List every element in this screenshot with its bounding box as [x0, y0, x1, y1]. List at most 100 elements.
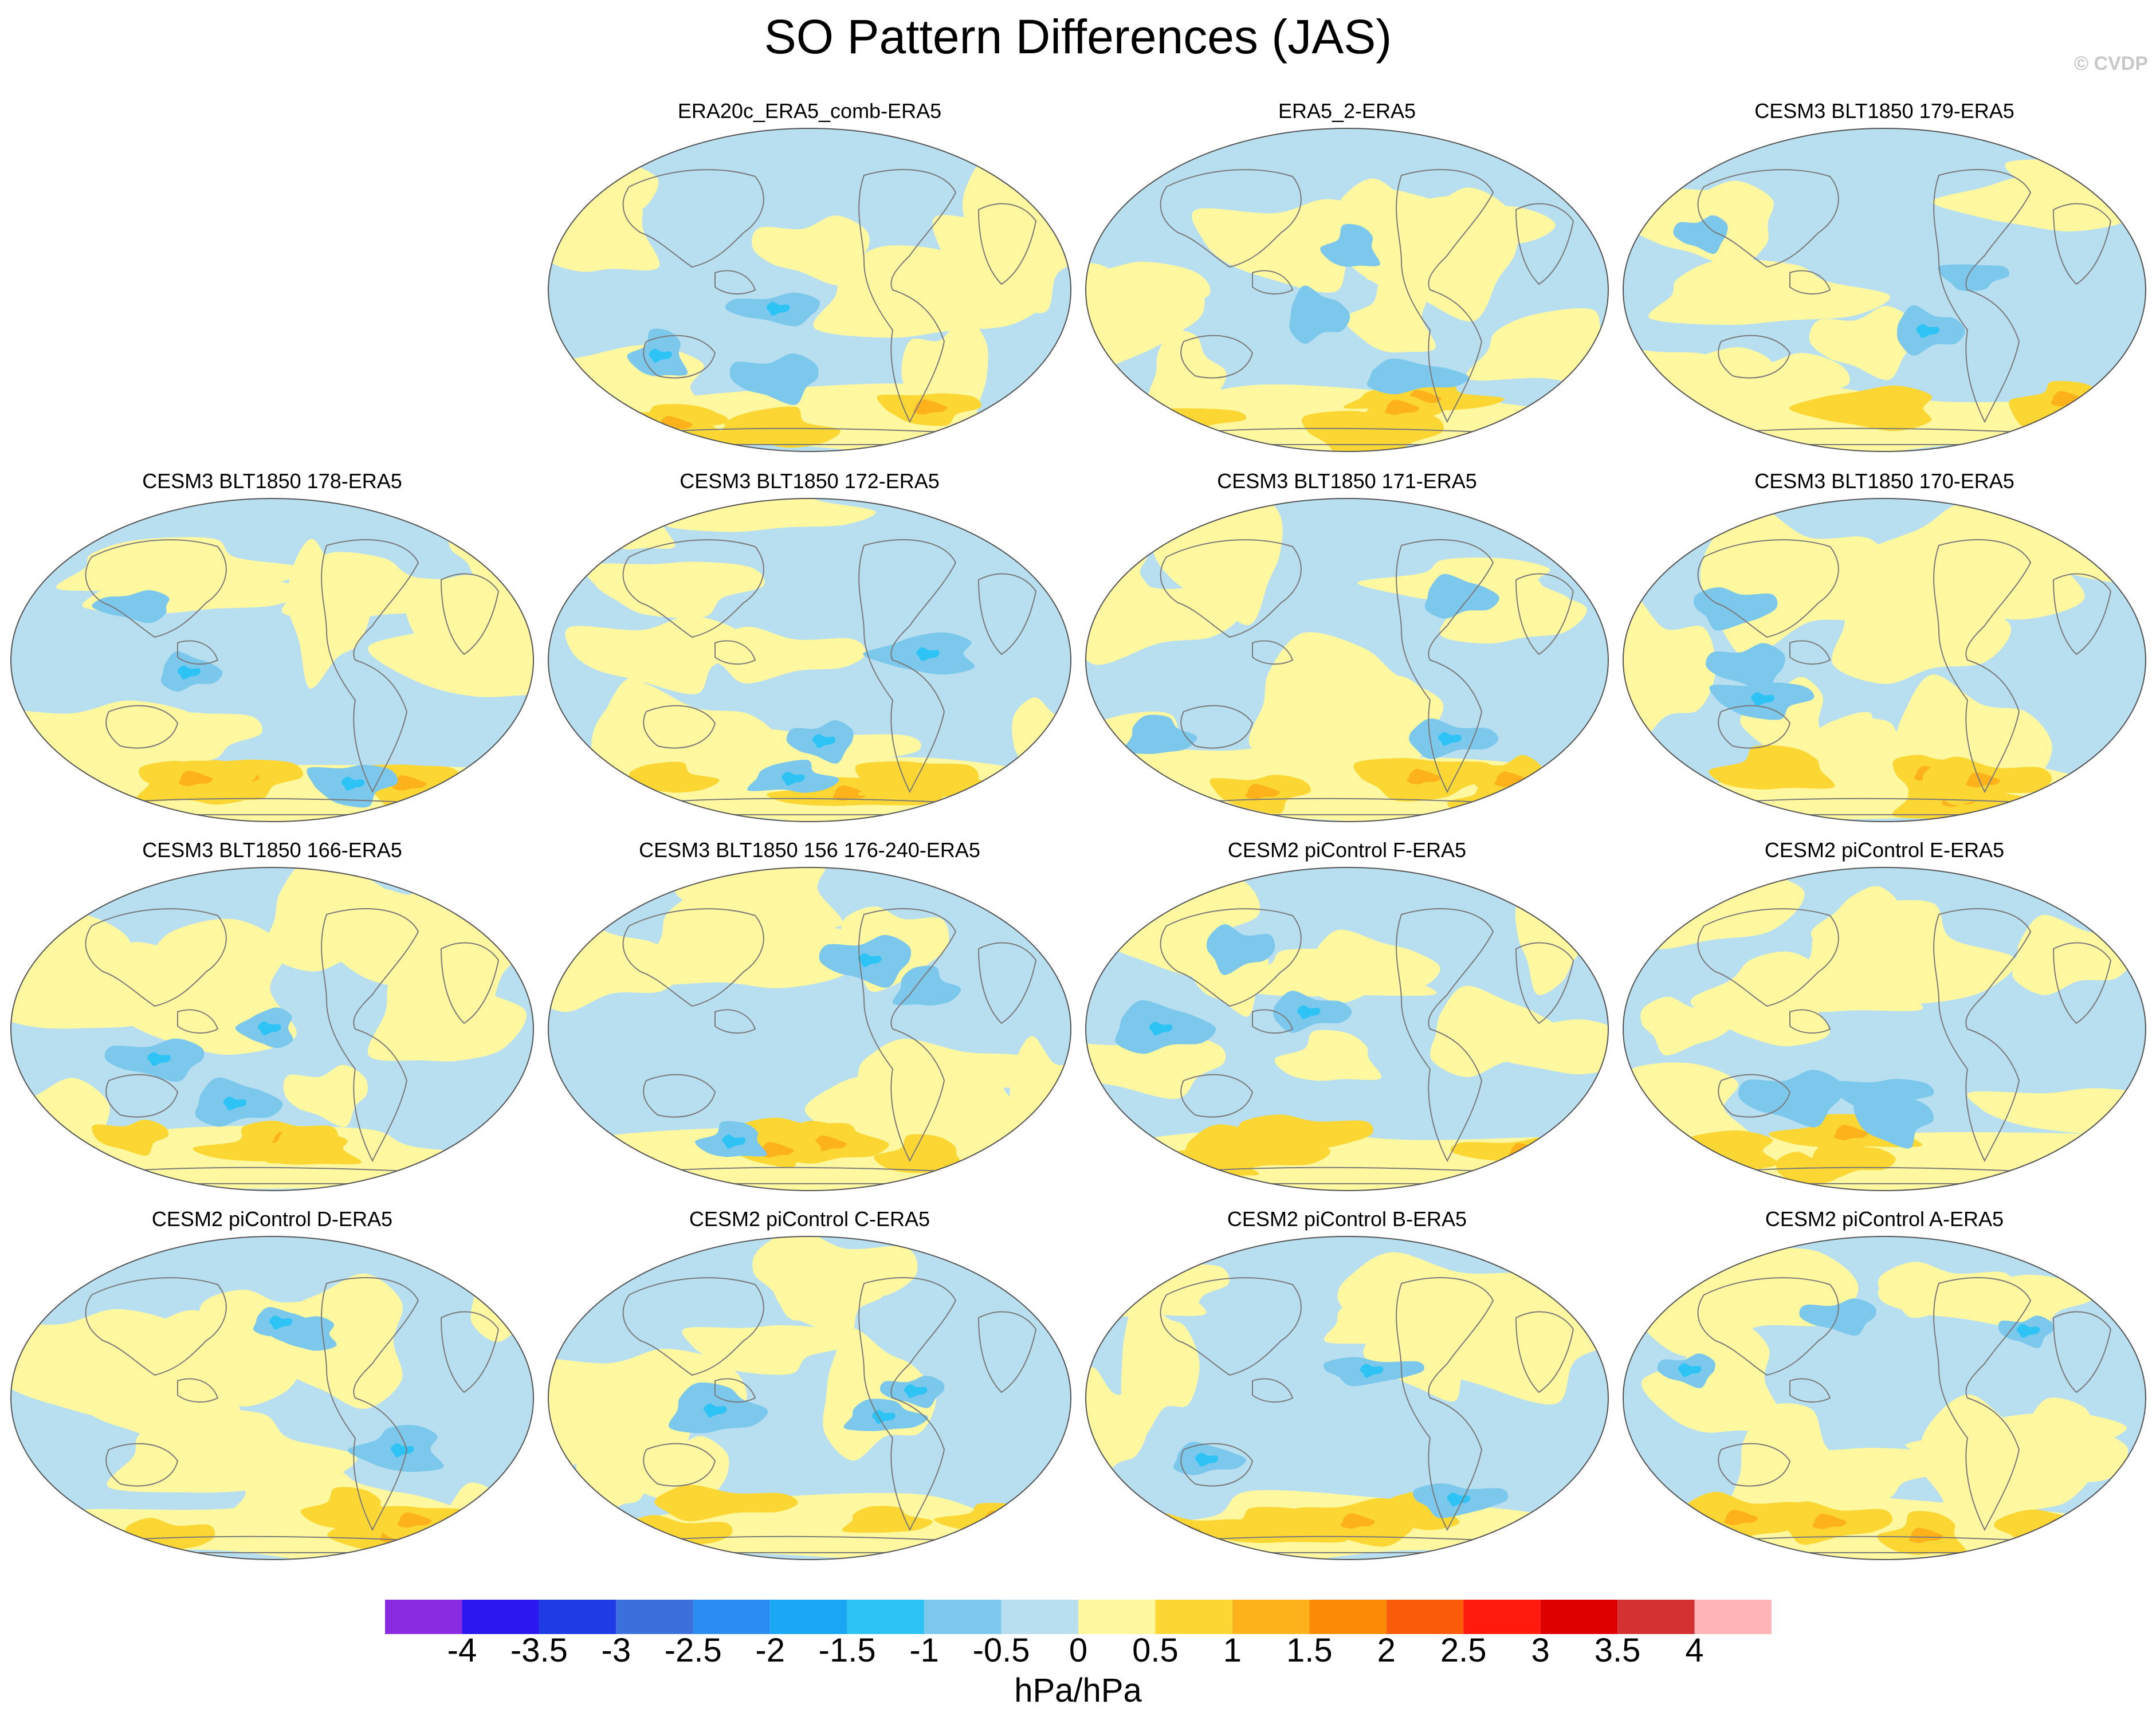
positive-anomaly-region: [1782, 900, 2017, 1004]
negative-anomaly-peak: [177, 665, 201, 680]
negative-anomaly-peak: [223, 1096, 247, 1111]
coastline: [105, 705, 179, 749]
positive-anomaly-core: [874, 1134, 968, 1173]
map-panel-title: CESM3 BLT1850 179-ERA5: [1754, 99, 2014, 123]
colorbar-tick-label: -3: [601, 1632, 631, 1669]
colorbar-swatch: [616, 1600, 693, 1634]
contour-field: [11, 1236, 533, 1560]
colorbar-tick-label: 0: [1069, 1632, 1088, 1669]
map-panel-title: ERA5_2-ERA5: [1278, 99, 1416, 123]
map-panel-title: ERA20c_ERA5_comb-ERA5: [677, 99, 942, 123]
negative-anomaly-core: [1366, 358, 1469, 395]
positive-anomaly-region: [1648, 259, 1890, 325]
negative-anomaly-peak: [872, 1409, 896, 1424]
positive-anomaly-region: [1330, 189, 1556, 260]
negative-anomaly-peak: [916, 647, 940, 662]
negative-anomaly-core: [1124, 714, 1197, 754]
coastline: [643, 335, 716, 379]
positive-anomaly-peak: [913, 399, 948, 415]
negative-anomaly-peak: [1916, 324, 1939, 338]
positive-anomaly-region: [1967, 1088, 2146, 1134]
map-border: [548, 1236, 1071, 1560]
negative-anomaly-peak: [781, 771, 805, 786]
colorbar-tick-label: 3.5: [1594, 1632, 1641, 1669]
negative-anomaly-peak: [1751, 692, 1774, 706]
map-border: [1623, 867, 2146, 1191]
world-map: [548, 867, 1071, 1191]
colorbar-swatch: [1463, 1600, 1541, 1634]
map-border: [1085, 867, 1609, 1191]
positive-anomaly-region: [23, 1342, 258, 1392]
positive-anomaly-core: [1639, 1130, 1779, 1171]
coastline: [2052, 573, 2112, 655]
colorbar-tick-label: -2: [755, 1632, 786, 1669]
coastline: [1396, 169, 1494, 423]
positive-anomaly-core: [1302, 411, 1444, 451]
negative-anomaly-peak: [1297, 1005, 1321, 1019]
world-map: [1623, 1236, 2146, 1560]
coastline: [643, 1074, 716, 1118]
negative-anomaly-peak: [341, 776, 365, 791]
coastline: [177, 640, 219, 665]
map-panel: CESM3 BLT1850 170-ERA5: [1618, 469, 2151, 835]
coastline: [1252, 640, 1294, 665]
figure-title: SO Pattern Differences (JAS): [764, 10, 1392, 64]
coastline: [977, 573, 1037, 655]
coastline: [2052, 1311, 2112, 1393]
positive-anomaly-peak: [832, 785, 867, 801]
negative-anomaly-core: [1424, 574, 1499, 619]
positive-anomaly-region: [565, 132, 659, 218]
positive-anomaly-region: [1641, 1316, 1786, 1433]
contour-field: [548, 867, 1071, 1191]
positive-anomaly-peak: [1245, 784, 1280, 799]
map-panel: CESM3 BLT1850 156 176-240-ERA5: [543, 838, 1076, 1204]
contour-field: [1623, 867, 2146, 1191]
coastline: [1697, 169, 1839, 268]
positive-anomaly-core: [708, 406, 841, 448]
negative-anomaly-core: [92, 590, 170, 623]
map-panel: CESM3 BLT1850 172-ERA5: [543, 469, 1076, 835]
colorbar-swatch: [1155, 1600, 1232, 1634]
colorbar-swatch: [1078, 1600, 1156, 1634]
coastline: [858, 908, 957, 1163]
map-border: [548, 128, 1071, 452]
contour-field: [1086, 498, 1608, 822]
contour-field: [1086, 128, 1608, 451]
contour-field: [11, 498, 533, 822]
contour-field: [1086, 1236, 1608, 1560]
colorbar-swatch: [924, 1600, 1002, 1634]
positive-anomaly-region: [565, 615, 748, 694]
map-panel: CESM2 piControl B-ERA5: [1081, 1207, 1613, 1573]
positive-anomaly-region: [368, 583, 533, 697]
map-border: [10, 498, 534, 822]
coastline: [1252, 1378, 1294, 1403]
coastline: [321, 539, 419, 794]
negative-anomaly-peak: [1360, 1364, 1384, 1378]
positive-anomaly-peak: [178, 771, 213, 786]
coastline: [622, 169, 764, 268]
colorbar-swatch: [1617, 1600, 1695, 1634]
colorbar-swatch: [539, 1600, 616, 1634]
map-border: [1623, 128, 2146, 452]
map-panel-title: CESM3 BLT1850 170-ERA5: [1754, 469, 2014, 493]
coastline: [858, 539, 957, 794]
contour-field: [1623, 128, 2146, 451]
map-panel: CESM3 BLT1850 178-ERA5: [6, 469, 539, 835]
coastline: [1396, 908, 1494, 1163]
map-panel-title: CESM2 piControl F-ERA5: [1227, 838, 1467, 862]
negative-anomaly-peak: [1195, 1452, 1219, 1467]
coastline: [714, 640, 756, 665]
copyright-watermark: © CVDP: [2074, 53, 2148, 74]
contour-field: [1623, 1236, 2146, 1560]
positive-anomaly-peak: [397, 1512, 432, 1528]
colorbar-tick-label: 0.5: [1132, 1632, 1179, 1669]
positive-anomaly-region: [1274, 1030, 1382, 1081]
world-map: [1085, 1236, 1609, 1560]
coastline: [1789, 1378, 1831, 1403]
colorbar-swatch: [770, 1600, 847, 1634]
coastline: [977, 203, 1037, 285]
coastline: [85, 1277, 227, 1376]
map-panel-title: CESM2 piControl C-ERA5: [689, 1207, 930, 1231]
coastline: [858, 169, 957, 423]
negative-anomaly-core: [1289, 285, 1350, 344]
